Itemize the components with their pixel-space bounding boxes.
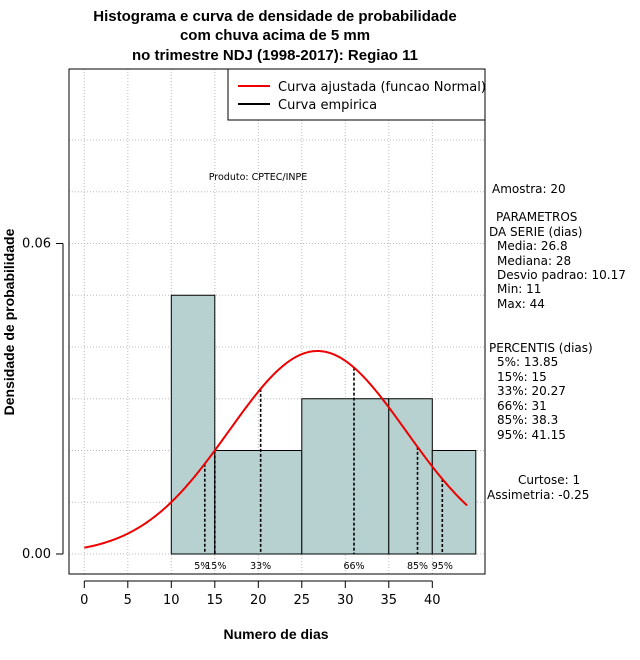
chart-title-line-3: no trimestre NDJ (1998-2017): Regiao 11 <box>132 47 418 64</box>
legend: Curva ajustada (funcao Normal) Curva emp… <box>227 68 486 121</box>
stat-p33: 33%: 20.27 <box>497 384 566 398</box>
stat-amostra: Amostra: 20 <box>492 182 566 196</box>
histogram-bar-1 <box>214 450 303 555</box>
stat-percentis-header: PERCENTIS (dias) <box>489 341 593 355</box>
y-tick-label-1: 0.06 <box>22 237 51 252</box>
legend-label-empirical: Curva empirica <box>278 98 377 113</box>
stat-p85: 85%: 38.3 <box>497 413 558 427</box>
stat-p15: 15%: 15 <box>497 370 547 384</box>
x-tick-label-2: 10 <box>163 593 180 608</box>
x-tick-label-4: 20 <box>250 593 267 608</box>
histogram-bar-4 <box>431 450 477 555</box>
x-tick-label-7: 35 <box>381 593 398 608</box>
x-tick-label-1: 5 <box>124 593 132 608</box>
x-tick-label-8: 40 <box>424 593 441 608</box>
stat-max: Max: 44 <box>497 297 545 311</box>
stat-params-header-2: DA SERIE (dias) <box>489 225 582 239</box>
x-axis-label: Numero de dias <box>223 626 328 642</box>
stats-panel: Amostra: 20 PARAMETROS DA SERIE (dias) M… <box>487 182 626 502</box>
stat-curtose: Curtose: 1 <box>518 473 580 487</box>
histogram-bars <box>170 294 477 555</box>
product-annotation: Produto: CPTEC/INPE <box>209 172 308 183</box>
percentile-label-33: 33% <box>250 561 271 572</box>
stat-p5: 5%: 13.85 <box>497 355 558 369</box>
stat-media: Media: 26.8 <box>497 239 568 253</box>
x-tick-label-3: 15 <box>207 593 224 608</box>
y-tick-label-0: 0.00 <box>22 547 51 562</box>
stat-p95: 95%: 41.15 <box>497 428 566 442</box>
percentile-label-5: 5% <box>194 561 209 572</box>
y-axis-label: Densidade de probabilidade <box>1 228 17 415</box>
histogram-bar-2 <box>301 398 390 555</box>
x-tick-label-0: 0 <box>80 593 88 608</box>
x-tick-label-5: 25 <box>294 593 311 608</box>
y-axis: 0.00 0.06 <box>22 237 64 562</box>
stat-desvio: Desvio padrao: 10.17 <box>497 268 626 282</box>
percentile-label-15: 15% <box>205 561 226 572</box>
x-axis: 0 5 10 15 20 25 30 35 40 <box>80 580 441 608</box>
stat-assimetria: Assimetria: -0.25 <box>487 488 589 502</box>
stat-params-header-1: PARAMETROS <box>496 210 577 224</box>
stat-mediana: Mediana: 28 <box>497 254 571 268</box>
legend-label-fit: Curva ajustada (funcao Normal) <box>278 80 486 95</box>
x-tick-label-6: 30 <box>337 593 354 608</box>
stat-min: Min: 11 <box>497 282 541 296</box>
percentile-label-85: 85% <box>407 561 428 572</box>
chart-title-line-2: com chuva acima de 5 mm <box>180 27 370 44</box>
normal-curve-line <box>84 349 468 549</box>
percentile-lines: 5%15% 33% 66% 85% 95% <box>194 367 453 572</box>
stat-p66: 66%: 31 <box>497 399 547 413</box>
percentile-label-95: 95% <box>432 561 453 572</box>
legend-box <box>227 68 486 121</box>
histogram-bar-3 <box>388 398 433 555</box>
percentile-label-66: 66% <box>343 561 364 572</box>
chart-title-line-1: Histograma e curva de densidade de proba… <box>93 8 456 25</box>
histogram-bar-0 <box>170 294 216 555</box>
